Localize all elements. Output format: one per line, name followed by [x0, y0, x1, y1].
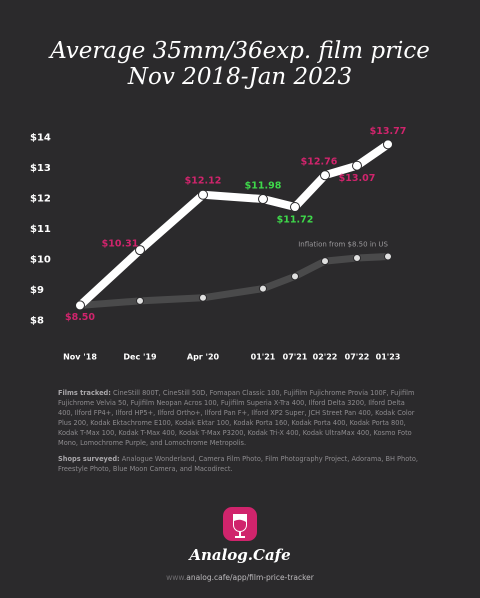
- chart-subtitle: Nov 2018-Jan 2023: [127, 64, 352, 90]
- data-point: [384, 252, 392, 261]
- data-point: [290, 201, 300, 212]
- x-tick-label: 07'21: [283, 353, 308, 362]
- value-label: $10.31: [102, 239, 139, 250]
- x-tick-label: 01'23: [376, 353, 401, 362]
- data-point: [320, 170, 330, 181]
- note-text: Analogue Wonderland, Camera Film Photo, …: [58, 455, 418, 473]
- y-tick-label: $14: [30, 132, 51, 143]
- value-label: $12.12: [185, 175, 222, 186]
- value-label: $11.98: [245, 181, 282, 192]
- x-tick-label: 07'22: [345, 353, 370, 362]
- data-point: [199, 293, 207, 302]
- data-point: [198, 189, 208, 200]
- url: www.analog.cafe/app/film-price-tracker: [0, 573, 480, 582]
- x-tick-label: Dec '19: [123, 353, 157, 362]
- y-tick-label: $8: [30, 316, 44, 327]
- series-annotation: Inflation from $8.50 in US: [298, 241, 388, 249]
- x-tick-label: Apr '20: [187, 353, 220, 362]
- data-point: [352, 160, 362, 171]
- data-point: [135, 245, 145, 256]
- series-line: [76, 253, 392, 309]
- note-label: Shops surveyed:: [58, 455, 120, 463]
- x-tick-label: 02'22: [313, 353, 338, 362]
- chart: Average 35mm/36exp. film price Nov 2018-…: [30, 38, 430, 362]
- data-point: [353, 254, 361, 263]
- value-label: $8.50: [65, 312, 95, 323]
- x-tick-label: 01'21: [251, 353, 276, 362]
- data-point: [75, 300, 85, 311]
- y-tick-label: $11: [30, 224, 51, 235]
- value-label: $12.76: [301, 157, 338, 168]
- data-point: [383, 139, 393, 150]
- value-label: $13.07: [339, 173, 376, 184]
- data-point: [258, 194, 268, 205]
- chart-title: Average 35mm/36exp. film price: [48, 38, 430, 64]
- data-point: [136, 296, 144, 305]
- logo-icon: [223, 507, 257, 541]
- data-point: [291, 272, 299, 281]
- note-text: CineStill 800T, CineStill 50D, Fomapan C…: [58, 389, 415, 447]
- y-tick-label: $9: [30, 285, 44, 296]
- notes: Films tracked: CineStill 800T, CineStill…: [58, 388, 420, 480]
- y-tick-label: $12: [30, 193, 51, 204]
- data-point: [321, 257, 329, 266]
- url-path[interactable]: analog.cafe/app/film-price-tracker: [186, 573, 314, 582]
- note: Shops surveyed: Analogue Wonderland, Cam…: [58, 454, 420, 474]
- y-tick-label: $13: [30, 163, 51, 174]
- data-point: [259, 284, 267, 293]
- y-tick-label: $10: [30, 255, 51, 266]
- url-prefix: www.: [166, 573, 187, 582]
- series-line: [76, 140, 392, 310]
- value-label: $11.72: [277, 214, 314, 225]
- note-label: Films tracked:: [58, 389, 111, 397]
- x-tick-label: Nov '18: [63, 353, 97, 362]
- value-label: $13.77: [370, 126, 407, 137]
- brand: Analog.Cafe: [189, 546, 291, 564]
- note: Films tracked: CineStill 800T, CineStill…: [58, 388, 420, 448]
